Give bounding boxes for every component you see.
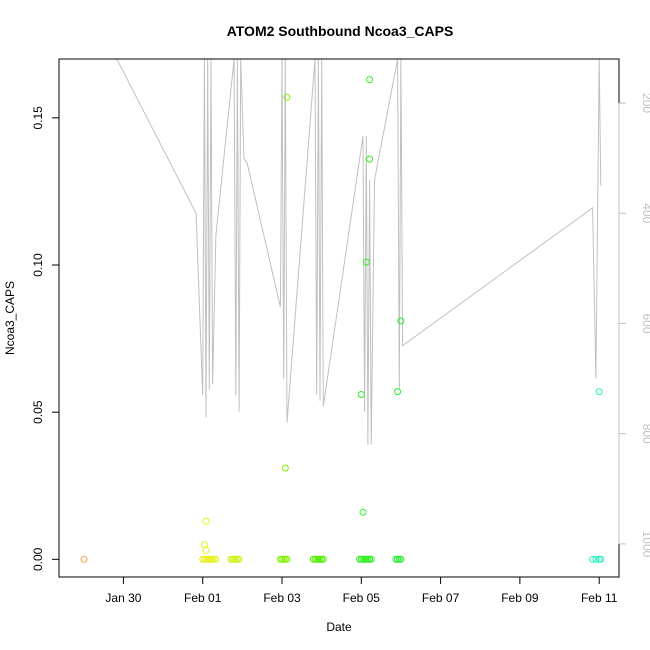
x-tick-label: Feb 03 bbox=[263, 591, 301, 605]
x-axis: Jan 30 Feb 01 Feb 03 Feb 05 Feb 07 Feb 09 Feb … bbox=[105, 576, 618, 605]
y-axis: 0.00 0.05 0.10 0.15 bbox=[31, 106, 60, 571]
data-point bbox=[394, 388, 402, 396]
x-tick-label: Feb 07 bbox=[422, 591, 460, 605]
data-points-layer bbox=[80, 76, 605, 563]
data-point bbox=[397, 317, 405, 325]
data-point bbox=[212, 555, 220, 563]
plot-frame bbox=[58, 58, 620, 578]
y-tick-label: 0.00 bbox=[31, 547, 45, 571]
data-point bbox=[366, 155, 374, 163]
data-point bbox=[592, 555, 600, 563]
depth-axis: 200 400 600 800 1000 bbox=[618, 93, 650, 558]
data-point bbox=[281, 464, 289, 472]
data-point bbox=[80, 555, 88, 563]
depth-track-line bbox=[116, 58, 602, 445]
y-tick-label: 0.05 bbox=[31, 400, 45, 424]
y-tick-label: 0.15 bbox=[31, 106, 45, 130]
x-tick-label: Feb 01 bbox=[184, 591, 222, 605]
depth-tick-label: 400 bbox=[640, 203, 650, 223]
data-point bbox=[200, 541, 208, 549]
depth-tick-label: 800 bbox=[640, 424, 650, 444]
x-tick-label: Feb 09 bbox=[501, 591, 539, 605]
data-point bbox=[202, 547, 210, 554]
data-point bbox=[202, 517, 210, 525]
y-tick-label: 0.10 bbox=[31, 253, 45, 277]
data-point bbox=[589, 555, 597, 563]
data-point bbox=[283, 93, 291, 101]
depth-track-layer bbox=[116, 58, 602, 445]
x-tick-label: Jan 30 bbox=[105, 591, 141, 605]
data-point bbox=[357, 391, 365, 398]
x-axis-label: Date bbox=[326, 620, 352, 634]
data-point bbox=[362, 258, 370, 266]
data-point bbox=[367, 555, 375, 563]
depth-tick-label: 1000 bbox=[640, 531, 650, 558]
x-tick-label: Feb 05 bbox=[343, 591, 381, 605]
x-tick-label: Feb 11 bbox=[581, 591, 618, 605]
data-point bbox=[366, 76, 374, 84]
data-point bbox=[235, 555, 243, 563]
chart-title: ATOM2 Southbound Ncoa3_CAPS bbox=[227, 23, 454, 39]
y-axis-label: Ncoa3_CAPS bbox=[3, 281, 17, 355]
data-point bbox=[319, 555, 327, 563]
data-point bbox=[595, 388, 603, 396]
data-point bbox=[283, 555, 291, 563]
depth-tick-label: 600 bbox=[640, 313, 650, 333]
data-point bbox=[397, 555, 405, 563]
depth-tick-label: 200 bbox=[640, 93, 650, 113]
data-point bbox=[359, 508, 367, 516]
data-point bbox=[597, 555, 605, 563]
